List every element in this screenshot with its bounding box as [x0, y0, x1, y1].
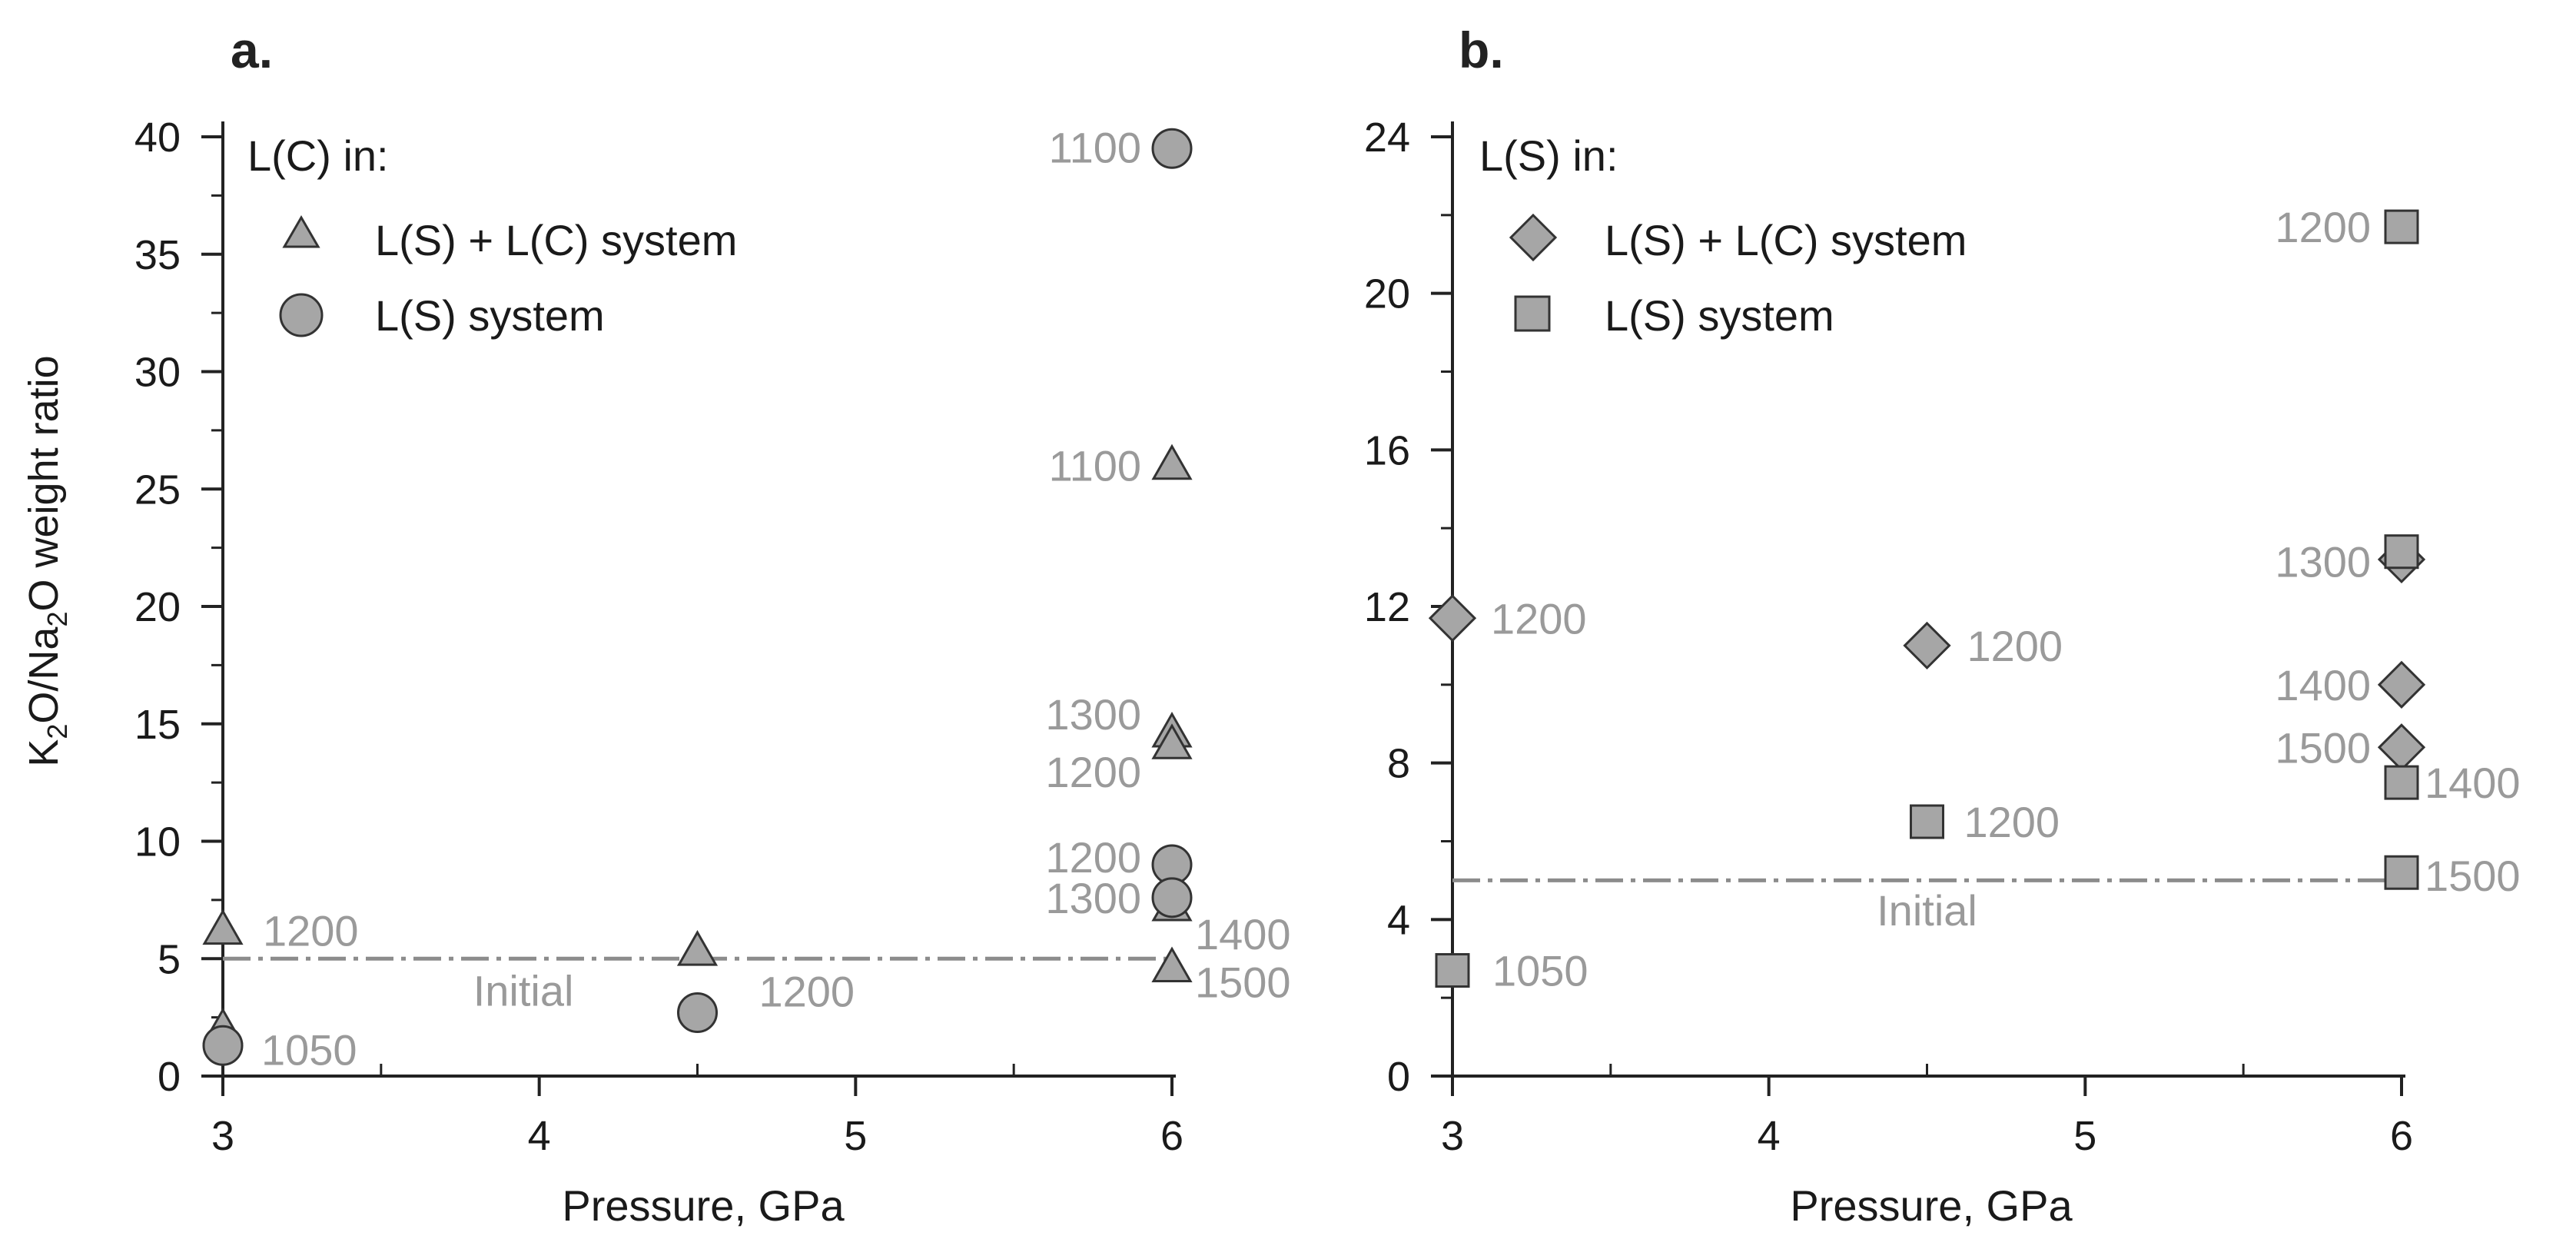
panel-a-circle-point — [1151, 128, 1193, 169]
panel-a-triangle-point-label: 1200 — [1045, 748, 1141, 796]
panel-b-y-tick-label: 0 — [1387, 1054, 1410, 1100]
panel-b-initial-label: Initial — [1877, 886, 1977, 935]
panel-b-legend: L(S) in: L(S) + L(C) system L(S) system — [1479, 131, 1967, 340]
panel-a: a. 0 5 10 15 20 25 30 35 40 3 4 5 6 K2O/Na2O weight … — [21, 22, 1291, 1230]
panel-b-square-point — [1910, 804, 1944, 839]
panel-a-triangle-point-label: 1300 — [1045, 690, 1141, 739]
panel-a-triangle-point — [1151, 946, 1193, 982]
panel-b-legend-diamond-label: L(S) + L(C) system — [1605, 216, 1967, 264]
panel-b-diamond-point — [1903, 621, 1951, 670]
panel-a-y-tick-label: 30 — [134, 350, 181, 396]
panel-a-legend-triangle-label: L(S) + L(C) system — [375, 216, 737, 264]
panel-b-square-point — [1435, 953, 1470, 988]
panel-a-legend: L(C) in: L(S) + L(C) system L(S) system — [247, 131, 737, 340]
panel-b-initial-line: Initial — [1452, 878, 2402, 935]
panel-b-y-tick-label: 16 — [1364, 427, 1410, 473]
panel-b-legend-title: L(S) in: — [1479, 131, 1618, 180]
panel-b-diamond-point — [2377, 660, 2426, 709]
panel-b-y-tick-label: 24 — [1364, 115, 1410, 161]
panel-a-y-tick-label: 0 — [158, 1054, 181, 1100]
panel-a-triangle-point — [1151, 443, 1193, 480]
panel-b-square-point-label: 1300 — [2275, 538, 2371, 586]
panel-a-y-tick-label: 40 — [134, 115, 181, 161]
panel-b-diamond-point — [2377, 723, 2426, 772]
panel-a-circle-point — [677, 992, 718, 1034]
panel-b-y-tick-label: 4 — [1387, 897, 1410, 943]
panel-a-x-tick-label: 4 — [528, 1113, 551, 1159]
panel-b-x-tick-label: 5 — [2073, 1113, 2096, 1159]
panel-a-legend-title: L(C) in: — [247, 131, 389, 180]
panel-b-letter: b. — [1459, 22, 1504, 78]
panel-a-y-tick-label: 20 — [134, 584, 181, 630]
panel-a-legend-circle-label: L(S) system — [375, 291, 605, 340]
panel-a-x-tick-label: 6 — [1160, 1113, 1183, 1159]
panel-b: b. 0 4 8 12 16 20 24 3 4 5 6 Pressure, GPa L(S) in… — [1364, 22, 2521, 1230]
panel-b-square-point — [2384, 209, 2419, 244]
panel-a-legend-triangle-marker — [282, 215, 320, 248]
panel-b-legend-diamond-marker — [1509, 213, 1558, 262]
panel-a-circle-point-label: 1200 — [759, 968, 855, 1016]
panel-a-y-tick-label: 35 — [134, 232, 181, 278]
panel-b-square-point — [2384, 534, 2419, 570]
panel-a-triangle-point-label: 1100 — [1049, 442, 1141, 490]
panel-a-circle-point-label: 1050 — [261, 1025, 357, 1074]
panel-a-circle-point — [1151, 877, 1193, 918]
panel-a-triangle-point-label: 1400 — [1195, 910, 1291, 958]
panel-a-triangle-point — [202, 909, 244, 945]
panel-b-axes: 0 4 8 12 16 20 24 3 4 5 6 — [1364, 115, 2413, 1159]
panel-a-circle-point-label: 1100 — [1049, 123, 1141, 171]
panel-b-y-tick-label: 8 — [1387, 741, 1410, 787]
panel-b-x-tick-label: 3 — [1441, 1113, 1464, 1159]
panel-b-diamond-point — [1428, 594, 1477, 643]
panel-b-square-point-label: 1200 — [1964, 798, 2060, 846]
panel-b-diamond-point-label: 1200 — [1967, 622, 2063, 670]
panel-b-square-point — [2384, 765, 2419, 800]
panel-a-y-tick-label: 5 — [158, 936, 181, 982]
panel-a-triangle-point-label: 1500 — [1195, 958, 1291, 1006]
panel-a-circle-point-label: 1300 — [1045, 874, 1141, 922]
panel-b-diamond-point-label: 1500 — [2275, 723, 2371, 772]
panel-a-letter: a. — [231, 22, 273, 78]
panel-b-x-tick-label: 4 — [1758, 1113, 1781, 1159]
panel-a-y-tick-label: 15 — [134, 702, 181, 748]
panel-b-square-point-label: 1500 — [2425, 852, 2521, 900]
panel-b-diamond-point-label: 1400 — [2275, 661, 2371, 709]
panel-b-legend-square-marker — [1514, 295, 1551, 332]
panel-a-x-tick-label: 5 — [844, 1113, 867, 1159]
panel-a-x-tick-label: 3 — [211, 1113, 234, 1159]
panel-b-square-point — [2384, 855, 2419, 890]
panel-a-triangle-point — [1151, 723, 1193, 759]
panel-b-diamond-point-label: 1200 — [1491, 594, 1587, 643]
panel-a-y-tick-label: 10 — [134, 819, 181, 865]
panel-a-legend-circle-marker — [279, 293, 324, 337]
panel-a-triangle-point — [676, 930, 719, 966]
panel-b-x-axis-label: Pressure, GPa — [1790, 1181, 2073, 1230]
panel-a-x-axis-label: Pressure, GPa — [562, 1181, 845, 1230]
panel-a-triangle-point-label: 1200 — [263, 907, 359, 955]
panel-a-circle-point-label: 1200 — [1045, 833, 1141, 882]
panel-a-initial-label: Initial — [473, 966, 574, 1015]
panel-b-square-point-label: 1400 — [2425, 759, 2521, 807]
panel-b-y-tick-label: 12 — [1364, 584, 1410, 630]
panel-b-x-tick-label: 6 — [2390, 1113, 2413, 1159]
panel-a-y-tick-label: 25 — [134, 467, 181, 513]
panel-a-circle-point — [202, 1025, 244, 1066]
panel-b-square-point-label: 1050 — [1492, 947, 1588, 995]
panel-a-points: 1200110013001200140015001050120011001200… — [202, 123, 1291, 1074]
panel-b-points: 1200 1200 1400 1500 1050 1200 1200 1300 1400 1500 — [1428, 203, 2521, 995]
panel-b-square-point-label: 1200 — [2275, 203, 2371, 251]
panel-b-legend-square-label: L(S) system — [1605, 291, 1834, 340]
panel-b-y-tick-label: 20 — [1364, 271, 1410, 317]
panel-a-initial-line: Initial — [223, 956, 1172, 1015]
panel-a-y-axis-label: K2O/Na2O weight ratio — [21, 355, 73, 766]
panel-a-axes: 0 5 10 15 20 25 30 35 40 3 4 5 6 — [134, 115, 1183, 1159]
